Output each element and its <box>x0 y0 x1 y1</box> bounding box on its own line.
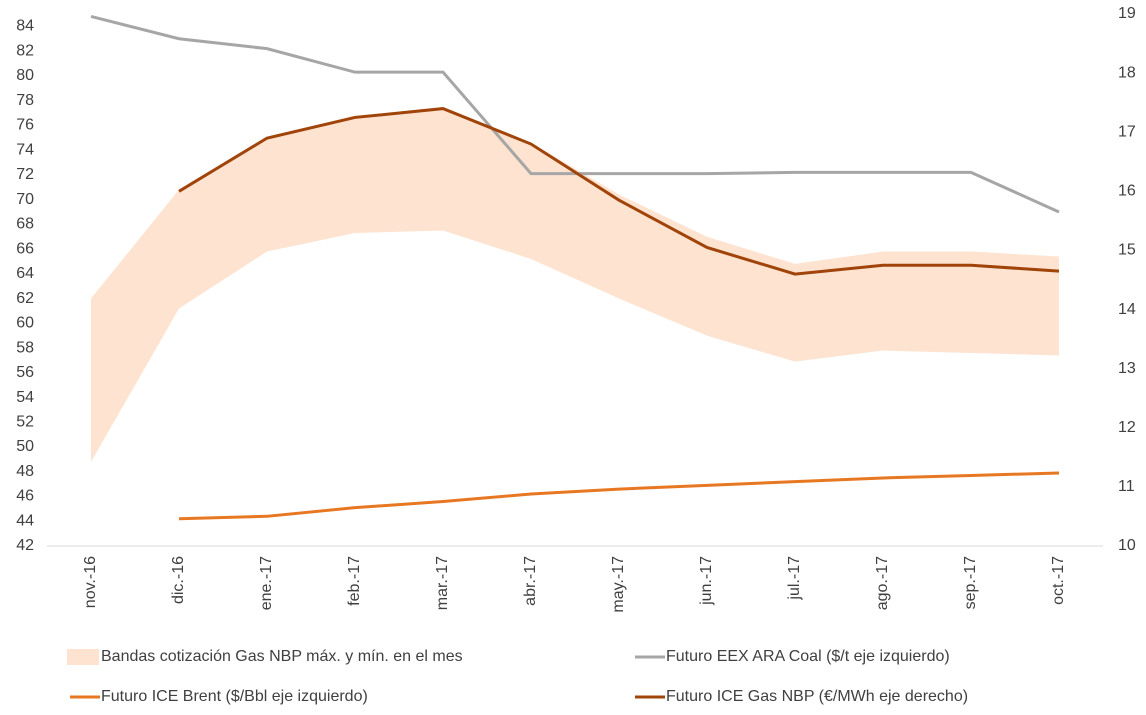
y2-tick-label: 11 <box>1118 478 1135 495</box>
legend-swatch <box>67 649 99 665</box>
y2-tick-label: 14 <box>1118 301 1136 318</box>
x-tick-label: jul.-17 <box>786 556 803 601</box>
y-tick-label: 66 <box>16 240 34 257</box>
x-tick-label: ago.-17 <box>874 556 891 610</box>
y-tick-label: 46 <box>16 488 34 505</box>
y-tick-label: 52 <box>16 413 34 430</box>
x-tick-label: abr.-17 <box>522 556 539 606</box>
y-tick-label: 42 <box>16 537 34 554</box>
y-tick-label: 72 <box>16 166 34 183</box>
y-tick-label: 82 <box>16 42 34 59</box>
series-line <box>178 471 1060 521</box>
legend-label: Futuro EEX ARA Coal ($/t eje izquierdo) <box>666 648 950 665</box>
y-tick-label: 48 <box>16 463 34 480</box>
y-tick-label: 80 <box>16 67 34 84</box>
x-tick-label: ene.-17 <box>258 556 275 610</box>
x-tick-label: may.-17 <box>610 556 627 613</box>
y2-tick-label: 15 <box>1118 242 1136 259</box>
x-tick-label: oct.-17 <box>1050 556 1067 605</box>
x-tick-label: sep.-17 <box>962 556 979 609</box>
y2-tick-label: 19 <box>1118 5 1136 22</box>
y2-tick-label: 16 <box>1118 183 1136 200</box>
x-tick-label: feb.-17 <box>346 556 363 606</box>
y-tick-label: 70 <box>16 191 34 208</box>
y-tick-label: 44 <box>16 512 34 529</box>
band-area <box>91 109 1059 462</box>
y-tick-label: 74 <box>16 141 34 158</box>
y-tick-label: 84 <box>16 18 34 35</box>
x-tick-label: jun.-17 <box>698 556 715 606</box>
x-tick-label: dic.-16 <box>170 556 187 604</box>
y2-tick-label: 10 <box>1118 537 1136 554</box>
legend-label: Futuro ICE Brent ($/Bbl eje izquierdo) <box>101 688 368 705</box>
y-tick-label: 50 <box>16 438 34 455</box>
y-tick-label: 62 <box>16 290 34 307</box>
y-tick-label: 64 <box>16 265 34 282</box>
y2-tick-label: 18 <box>1118 64 1136 81</box>
x-tick-label: mar.-17 <box>434 556 451 610</box>
y-tick-label: 68 <box>16 216 34 233</box>
y-tick-label: 56 <box>16 364 34 381</box>
series-line <box>178 107 1060 276</box>
y-tick-label: 54 <box>16 389 34 406</box>
y2-tick-label: 12 <box>1118 419 1136 436</box>
y-tick-label: 60 <box>16 315 34 332</box>
legend-label: Futuro ICE Gas NBP (€/MWh eje derecho) <box>666 688 968 705</box>
y2-tick-label: 13 <box>1118 360 1136 377</box>
y-tick-label: 76 <box>16 117 34 134</box>
y-tick-label: 58 <box>16 339 34 356</box>
y-tick-label: 78 <box>16 92 34 109</box>
legend-label: Bandas cotización Gas NBP máx. y mín. en… <box>101 648 463 665</box>
x-tick-label: nov.-16 <box>82 556 99 608</box>
y2-tick-label: 17 <box>1118 123 1136 140</box>
